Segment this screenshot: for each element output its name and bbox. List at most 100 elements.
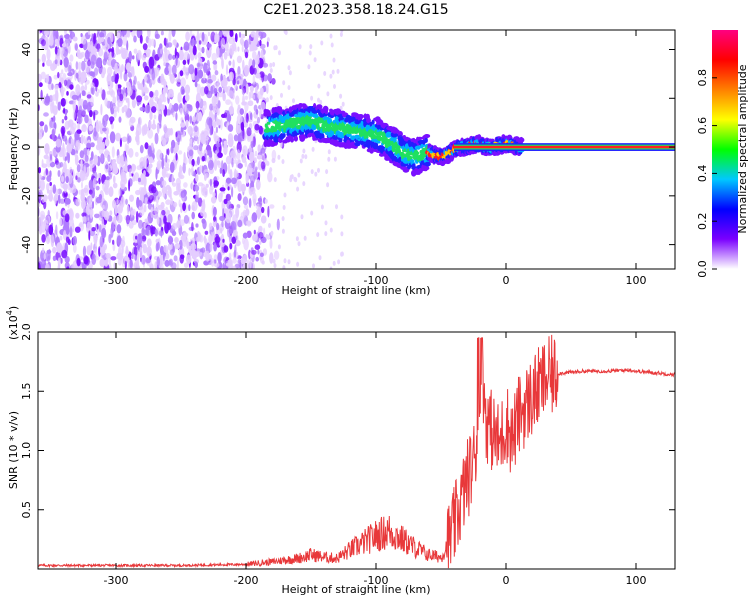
heatmap-cell bbox=[290, 136, 294, 143]
heatmap-cell bbox=[319, 99, 323, 105]
heatmap-ylabel: Frequency (Hz) bbox=[7, 108, 20, 191]
heatmap-cell bbox=[242, 33, 246, 39]
heatmap-cell bbox=[134, 151, 139, 157]
heatmap-cell bbox=[217, 252, 222, 263]
heatmap-cell bbox=[186, 254, 192, 264]
heatmap-cell bbox=[194, 81, 198, 88]
heatmap-cell bbox=[111, 146, 115, 159]
heatmap-cell bbox=[149, 163, 153, 169]
heatmap-cell bbox=[94, 213, 100, 219]
heatmap-cell bbox=[252, 50, 257, 60]
heatmap-cell bbox=[230, 220, 237, 230]
heatmap-cell bbox=[60, 98, 66, 107]
heatmap-cell bbox=[245, 173, 249, 184]
heatmap-cell bbox=[61, 43, 67, 48]
heatmap-cell bbox=[148, 119, 152, 130]
heatmap-cell bbox=[160, 73, 165, 86]
heatmap-cell bbox=[333, 156, 337, 162]
x-tick-label: -100 bbox=[364, 574, 389, 587]
heatmap-cell bbox=[53, 196, 56, 202]
heatmap-cell bbox=[111, 158, 116, 169]
heatmap-cell bbox=[101, 71, 105, 79]
heatmap-cell bbox=[143, 204, 147, 213]
heatmap-cell bbox=[228, 71, 234, 82]
heatmap-cell bbox=[209, 127, 213, 136]
x-tick-label: -100 bbox=[364, 274, 389, 287]
heatmap-cell bbox=[178, 217, 182, 229]
heatmap-cell bbox=[119, 155, 124, 163]
heatmap-cell bbox=[80, 159, 83, 170]
heatmap-cell bbox=[44, 30, 50, 36]
heatmap-cell bbox=[96, 57, 102, 69]
heatmap-cell bbox=[41, 258, 47, 266]
heatmap-cell bbox=[139, 157, 146, 167]
heatmap-cell bbox=[216, 92, 219, 103]
heatmap-cell bbox=[148, 195, 155, 201]
heatmap-cell bbox=[54, 59, 58, 65]
heatmap-cell bbox=[168, 88, 174, 98]
heatmap-cell bbox=[64, 109, 68, 116]
heatmap-cell bbox=[38, 176, 41, 187]
heatmap-cell bbox=[212, 219, 217, 227]
heatmap-cell bbox=[223, 78, 228, 87]
heatmap-cell bbox=[61, 119, 65, 124]
heatmap-cell bbox=[216, 222, 220, 231]
heatmap-cell bbox=[266, 121, 271, 125]
heatmap-cell bbox=[326, 182, 330, 188]
heatmap-cell bbox=[91, 227, 96, 232]
heatmap-cell bbox=[51, 148, 57, 157]
heatmap-cell bbox=[116, 235, 122, 246]
heatmap-cell bbox=[225, 212, 232, 224]
heatmap-cell bbox=[98, 177, 101, 185]
heatmap-cell bbox=[339, 93, 343, 99]
heatmap-cell bbox=[165, 154, 168, 163]
heatmap-cell bbox=[195, 100, 200, 109]
heatmap-cell bbox=[62, 151, 65, 161]
heatmap-cell bbox=[249, 187, 256, 195]
heatmap-cell bbox=[269, 68, 273, 73]
heatmap-cell bbox=[162, 191, 165, 198]
heatmap-cell bbox=[106, 73, 112, 86]
heatmap-cell bbox=[134, 254, 137, 262]
heatmap-cell bbox=[371, 119, 375, 125]
heatmap-cell bbox=[80, 60, 86, 72]
heatmap-cell bbox=[245, 83, 249, 95]
heatmap-cell bbox=[416, 145, 421, 150]
heatmap-cell bbox=[204, 138, 209, 146]
heatmap-cell bbox=[218, 192, 223, 203]
heatmap-cell bbox=[276, 218, 280, 231]
heatmap-cell bbox=[254, 150, 258, 157]
heatmap-cell bbox=[76, 164, 81, 173]
heatmap-cell bbox=[134, 260, 140, 269]
heatmap-cell bbox=[236, 120, 239, 133]
heatmap-cell bbox=[55, 138, 62, 148]
heatmap-cell bbox=[129, 116, 136, 124]
heatmap-cell bbox=[143, 185, 147, 195]
heatmap-cell bbox=[236, 149, 241, 161]
heatmap-cell bbox=[141, 227, 145, 236]
heatmap-cell bbox=[77, 177, 81, 183]
heatmap-cell bbox=[42, 247, 45, 254]
heatmap-cell bbox=[198, 57, 203, 64]
heatmap-cell bbox=[271, 157, 276, 164]
heatmap-cell bbox=[216, 46, 220, 59]
heatmap-cell bbox=[336, 68, 340, 74]
heatmap-cell bbox=[108, 233, 112, 244]
heatmap-cell bbox=[376, 140, 381, 144]
heatmap-cell bbox=[316, 232, 320, 238]
heatmap-cell bbox=[93, 111, 96, 121]
snr-ticks: -300 -200 -100 0 100 0.5 1.0 1.5 2.0 bbox=[20, 323, 675, 587]
heatmap-cell bbox=[74, 69, 77, 82]
heatmap-cell bbox=[292, 98, 295, 104]
heatmap-cell bbox=[131, 30, 136, 38]
heatmap-cell bbox=[65, 236, 70, 243]
heatmap-cell bbox=[231, 265, 237, 269]
heatmap-cell bbox=[183, 214, 189, 224]
heatmap-cell bbox=[139, 246, 143, 259]
heatmap-cell bbox=[229, 44, 235, 56]
heatmap-cell bbox=[126, 205, 130, 215]
heatmap-cell bbox=[310, 129, 314, 134]
heatmap-cell bbox=[119, 137, 122, 148]
snr-multiplier-exp: 4 bbox=[5, 310, 14, 315]
heatmap-cell bbox=[45, 252, 50, 262]
